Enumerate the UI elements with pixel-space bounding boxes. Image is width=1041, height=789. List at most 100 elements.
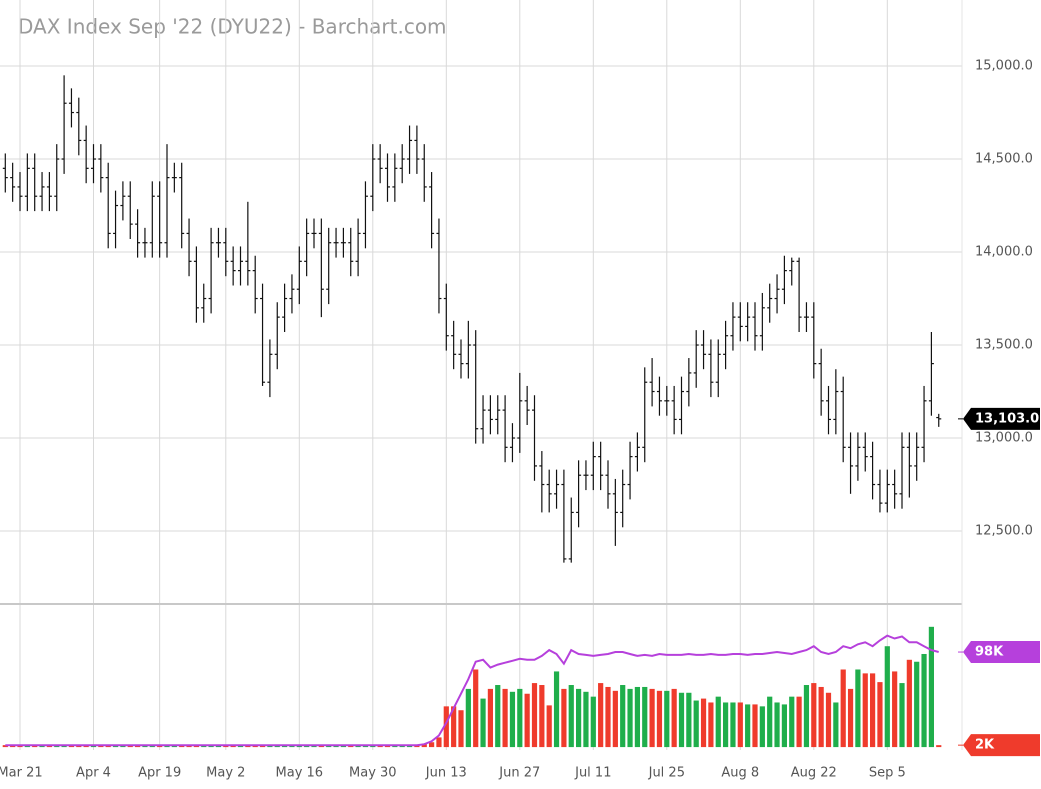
volume-bar xyxy=(568,685,574,748)
ohlc-bar xyxy=(304,218,310,277)
volume-bar xyxy=(480,698,486,748)
volume-bar xyxy=(664,690,670,748)
volume-bar xyxy=(561,688,567,748)
ohlc-bar xyxy=(54,144,60,212)
ohlc-bar xyxy=(627,441,633,500)
volume-bar xyxy=(737,702,743,748)
ohlc-bar xyxy=(539,451,545,513)
x-tick-label: Jul 11 xyxy=(574,766,611,781)
ohlc-bar xyxy=(554,469,560,509)
x-tick-label: Apr 4 xyxy=(76,766,111,781)
ohlc-bar xyxy=(289,274,295,314)
x-tick-label: Jun 13 xyxy=(425,766,467,781)
ohlc-bar xyxy=(634,432,640,472)
ohlc-bar xyxy=(752,302,758,351)
ohlc-bar xyxy=(260,283,266,386)
ohlc-bar xyxy=(723,320,729,370)
ohlc-bar xyxy=(877,469,883,513)
ohlc-bar xyxy=(318,218,324,318)
ohlc-bar xyxy=(105,162,111,249)
ohlc-bar xyxy=(274,302,280,370)
volume-bar xyxy=(708,702,714,748)
y-tick-label: 13,000.0 xyxy=(975,431,1033,446)
ohlc-bar xyxy=(826,385,831,435)
ohlc-bar xyxy=(429,172,435,249)
volume-bar xyxy=(840,669,846,748)
ohlc-bar xyxy=(730,302,736,351)
ohlc-bar xyxy=(465,320,471,379)
ohlc-bar xyxy=(656,376,662,416)
x-tick-label: Mar 21 xyxy=(0,766,43,781)
volume-bar xyxy=(723,702,729,748)
ohlc-bar xyxy=(532,395,537,481)
volume-bar xyxy=(678,692,685,748)
ohlc-bar xyxy=(61,75,67,174)
y-tick-label: 14,500.0 xyxy=(975,152,1033,167)
ohlc-bar xyxy=(561,469,567,563)
volume-bar xyxy=(811,683,817,748)
volume-bar xyxy=(443,706,449,748)
volume-bar xyxy=(620,685,626,748)
volume-bar xyxy=(884,646,890,748)
volume-bar xyxy=(855,669,861,748)
volume-bar xyxy=(781,704,787,748)
y2-tick-label-bg xyxy=(963,734,1040,757)
volume-bar xyxy=(745,704,751,748)
volume-bar xyxy=(487,688,493,748)
ohlc-bar xyxy=(311,218,317,249)
volume-bar xyxy=(847,688,854,748)
ohlc-bar xyxy=(781,255,787,305)
ohlc-bar xyxy=(76,97,82,156)
last-price-label-bg xyxy=(963,407,1040,430)
ohlc-bar xyxy=(98,144,104,193)
y2-tick-label: 2K xyxy=(975,738,995,753)
ohlc-bar xyxy=(671,385,677,435)
ohlc-bar xyxy=(17,172,23,212)
ohlc-bar xyxy=(605,460,611,509)
ohlc-bar xyxy=(583,460,589,491)
ohlc-bar xyxy=(179,162,185,249)
ohlc-bar xyxy=(421,144,427,202)
volume-bar xyxy=(730,702,736,748)
volume-bar xyxy=(495,685,501,748)
volume-bar xyxy=(862,673,868,748)
ohlc-bar xyxy=(708,339,714,398)
ohlc-bar xyxy=(679,376,684,435)
ohlc-bar xyxy=(737,302,743,342)
volume-bar xyxy=(649,688,655,748)
y2-tick-label: 98K xyxy=(975,645,1004,660)
ohlc-bar xyxy=(414,125,420,174)
volume-bar xyxy=(906,659,912,748)
ohlc-bar xyxy=(612,478,618,546)
ohlc-bar xyxy=(811,302,817,379)
ohlc-bar xyxy=(91,144,96,184)
volume-bar xyxy=(642,686,648,748)
volume-bar xyxy=(509,691,516,748)
ohlc-bar xyxy=(517,372,523,453)
ohlc-bar xyxy=(715,339,721,398)
last-price-label: 13,103.0 xyxy=(975,411,1039,426)
volume-bar xyxy=(465,688,471,748)
ohlc-bar xyxy=(223,227,229,277)
volume-bar xyxy=(818,686,824,748)
ohlc-bar xyxy=(480,395,486,444)
volume-bar xyxy=(517,688,523,748)
ohlc-bar xyxy=(2,153,8,193)
ohlc-bar xyxy=(546,469,552,513)
volume-bar xyxy=(451,706,457,748)
x-tick-label: May 30 xyxy=(349,766,397,781)
y2-tick-label-bg xyxy=(963,641,1040,664)
ohlc-bar xyxy=(113,190,119,249)
volume-bar xyxy=(576,688,582,748)
volume-bar xyxy=(700,698,707,748)
x-tick-label: Sep 5 xyxy=(869,766,906,781)
ohlc-bar xyxy=(921,385,927,463)
ohlc-bar xyxy=(296,246,302,305)
volume-bar xyxy=(671,688,677,748)
ohlc-bar xyxy=(649,358,655,407)
volume-bar xyxy=(524,693,530,748)
ohlc-bar xyxy=(664,385,670,416)
volume-average-line xyxy=(5,634,939,747)
ohlc-bar xyxy=(803,302,809,333)
ohlc-bar xyxy=(789,257,795,286)
